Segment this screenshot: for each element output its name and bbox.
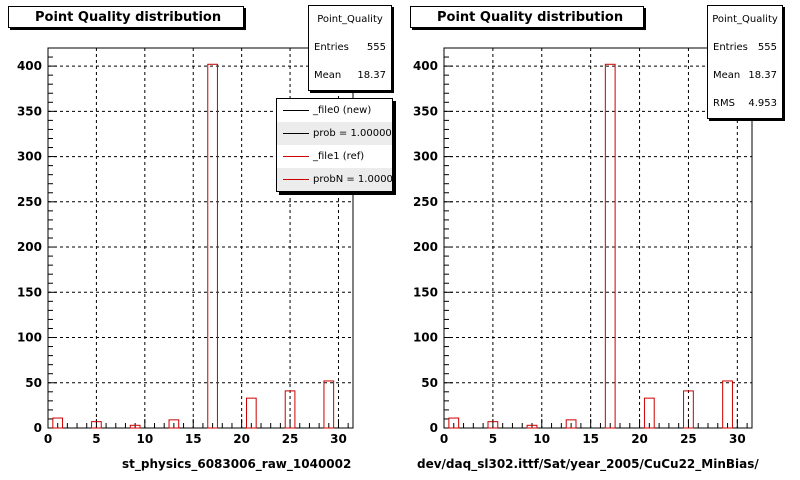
x-tick-label: 0 xyxy=(440,432,448,446)
y-tick-label: 250 xyxy=(413,195,438,209)
right-title: Point Quality distribution xyxy=(437,10,624,25)
histogram-bar xyxy=(722,380,733,429)
histogram-bar xyxy=(284,390,296,429)
right-title-box: Point Quality distribution xyxy=(410,6,644,28)
right-stats-row-rms: RMS 4.953 xyxy=(713,98,777,109)
left-title-box: Point Quality distribution xyxy=(8,6,244,28)
right-stats-row-entries: Entries 555 xyxy=(713,42,777,53)
y-tick-label: 200 xyxy=(17,240,42,254)
right-stats-box: Point_Quality Entries 555 Mean 18.37 RMS… xyxy=(707,5,783,119)
legend-swatch xyxy=(283,110,309,111)
right-stats-name: Point_Quality xyxy=(712,14,778,25)
left-stats-box: Point_Quality Entries 555 Mean 18.37 xyxy=(308,5,392,91)
histogram-bar xyxy=(565,419,577,429)
x-tick-label: 20 xyxy=(233,432,250,446)
left-stats-row-entries: Entries 555 xyxy=(314,42,386,53)
histogram-bar xyxy=(245,397,257,429)
y-tick-label: 0 xyxy=(430,421,438,435)
x-tick-label: 5 xyxy=(489,432,497,446)
histogram-bar xyxy=(487,421,499,429)
x-tick-label: 25 xyxy=(680,432,697,446)
y-tick-label: 300 xyxy=(413,150,438,164)
histogram-bar xyxy=(91,421,102,429)
histogram-bar xyxy=(207,63,218,429)
histogram-bar xyxy=(129,424,141,429)
y-tick-label: 100 xyxy=(17,331,42,345)
x-tick-label: 10 xyxy=(136,432,153,446)
left-stats-row-mean: Mean 18.37 xyxy=(314,70,386,81)
histogram-bar xyxy=(323,380,335,429)
y-tick-label: 100 xyxy=(413,331,438,345)
plot-frame xyxy=(443,47,753,429)
histogram-bar xyxy=(168,419,180,429)
x-tick-label: 10 xyxy=(533,432,550,446)
y-tick-label: 0 xyxy=(34,421,42,435)
x-tick-label: 30 xyxy=(330,432,347,446)
x-tick-label: 15 xyxy=(582,432,599,446)
histogram-bar xyxy=(643,397,655,429)
y-tick-label: 350 xyxy=(413,104,438,118)
x-tick-label: 15 xyxy=(185,432,202,446)
legend-item-prob: prob = 1.000000 xyxy=(277,122,392,145)
y-tick-label: 350 xyxy=(17,104,42,118)
y-tick-label: 150 xyxy=(17,285,42,299)
x-tick-label: 20 xyxy=(631,432,648,446)
legend-item-file0: _file0 (new) xyxy=(277,99,392,122)
y-tick-label: 300 xyxy=(17,150,42,164)
left-x-axis-label: st_physics_6083006_raw_1040002 xyxy=(122,457,352,471)
histogram-bar xyxy=(52,417,64,429)
legend-item-probn: probN = 1.000000 xyxy=(277,168,392,191)
y-tick-label: 400 xyxy=(17,59,42,73)
histogram-bar xyxy=(526,424,538,429)
y-tick-label: 200 xyxy=(413,240,438,254)
left-legend: _file0 (new) prob = 1.000000 _file1 (ref… xyxy=(276,98,393,192)
y-tick-label: 150 xyxy=(413,285,438,299)
y-tick-label: 250 xyxy=(17,195,42,209)
y-tick-label: 400 xyxy=(413,59,438,73)
left-title: Point Quality distribution xyxy=(35,10,222,25)
histogram-bar xyxy=(683,390,694,429)
right-x-axis-label: dev/daq_sl302.ittf/Sat/year_2005/CuCu22_… xyxy=(417,457,759,471)
legend-swatch xyxy=(283,156,309,157)
x-tick-label: 30 xyxy=(729,432,746,446)
x-tick-label: 5 xyxy=(92,432,100,446)
y-tick-label: 50 xyxy=(421,376,438,390)
histogram-bar xyxy=(448,417,460,429)
y-tick-label: 50 xyxy=(25,376,42,390)
left-stats-name: Point_Quality xyxy=(317,14,383,25)
legend-item-file1: _file1 (ref) xyxy=(277,145,392,168)
x-tick-label: 25 xyxy=(282,432,299,446)
x-tick-label: 0 xyxy=(44,432,52,446)
legend-swatch xyxy=(283,179,309,180)
legend-swatch xyxy=(283,133,309,134)
histogram-bar xyxy=(604,63,616,429)
right-stats-row-mean: Mean 18.37 xyxy=(713,70,777,81)
